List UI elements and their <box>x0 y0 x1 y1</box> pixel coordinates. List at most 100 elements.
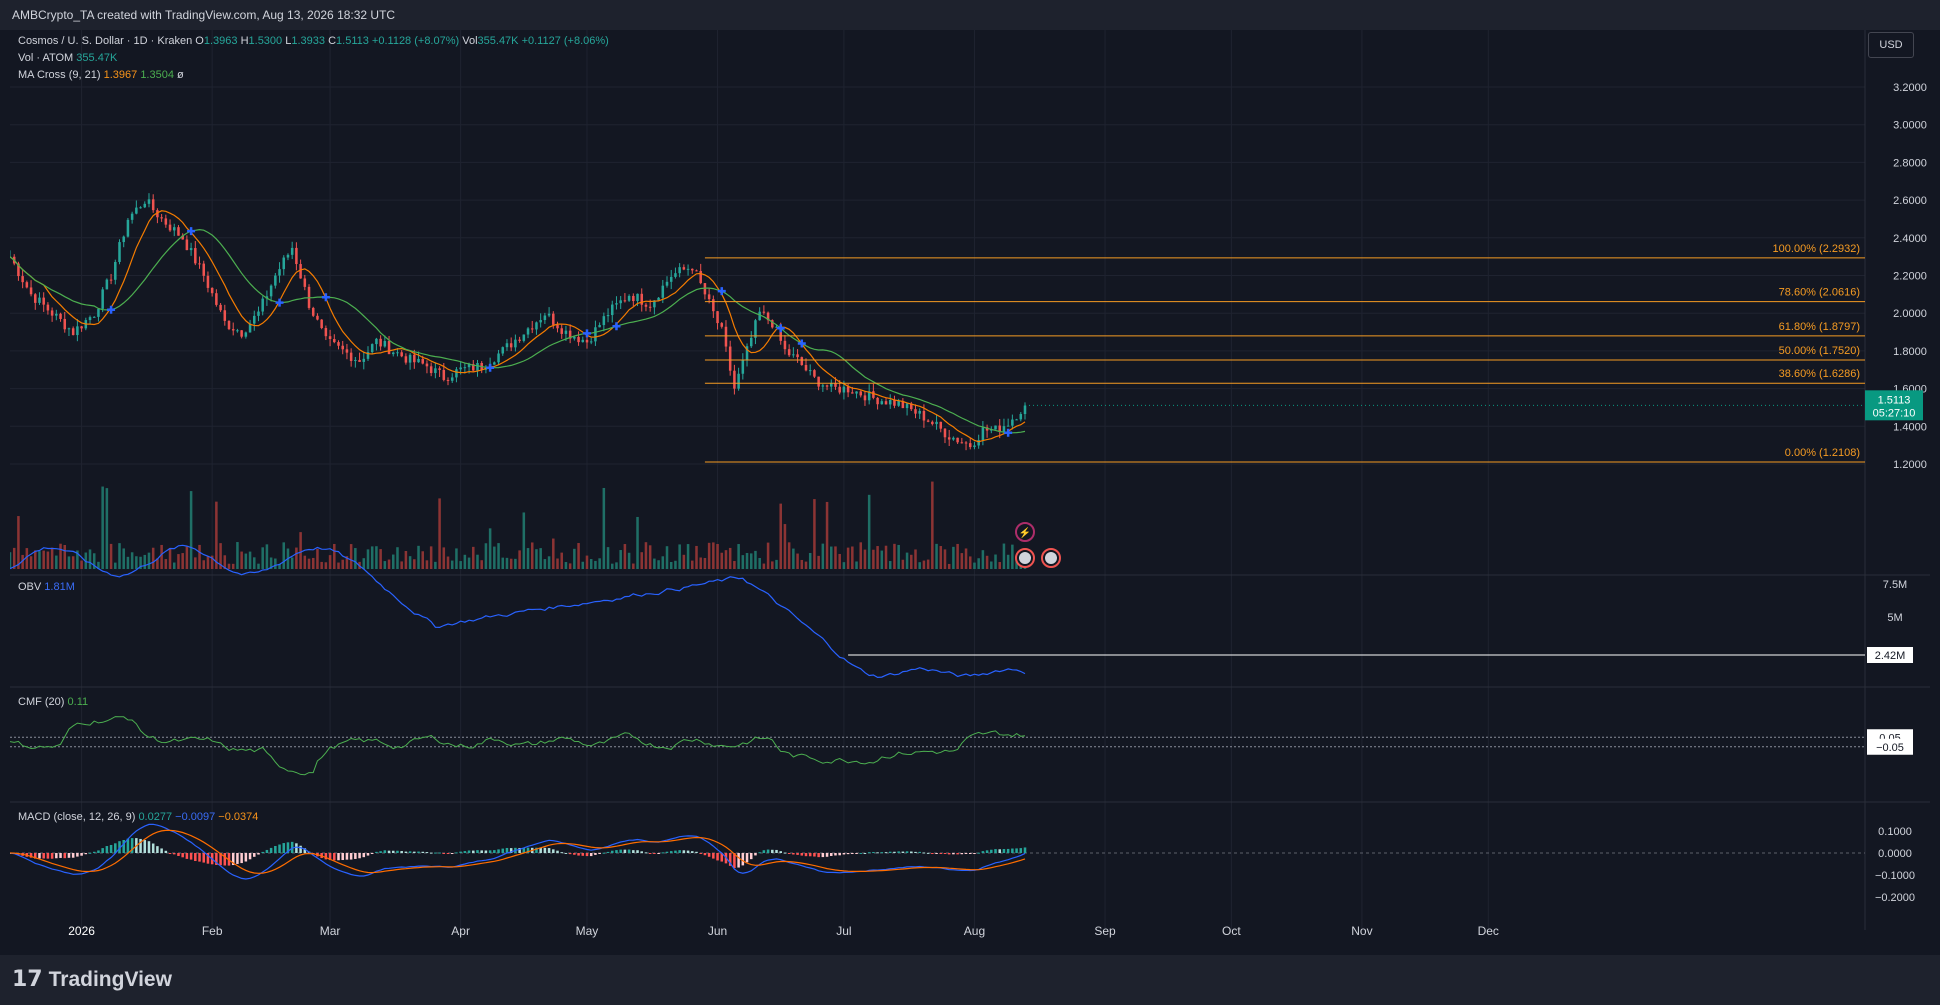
candle-body <box>766 312 770 321</box>
candle-body <box>206 275 210 288</box>
macd-histogram-bar <box>442 853 446 854</box>
volume-bar <box>257 563 260 569</box>
volume-bar <box>413 559 416 569</box>
macd-histogram-bar <box>741 853 745 866</box>
currency-button[interactable]: USD <box>1868 32 1914 58</box>
candle-body <box>151 199 155 211</box>
candle-body <box>981 427 985 441</box>
macd-histogram-bar <box>472 850 475 853</box>
macd-histogram-bar <box>661 852 665 854</box>
macd-histogram-bar <box>1019 848 1023 853</box>
volume-bar <box>888 561 892 569</box>
volume-bar <box>42 550 45 569</box>
macd-tick-0: 0.1000 <box>1878 826 1912 838</box>
macd-histogram-bar <box>156 846 159 853</box>
candle-body <box>535 322 538 330</box>
legend-close: 1.5113 <box>336 35 369 47</box>
volume-bar <box>38 551 41 569</box>
volume-bar <box>893 543 896 569</box>
candle-body <box>640 293 644 305</box>
volume-bar <box>716 543 719 569</box>
candle-body <box>34 294 37 303</box>
ma-cross-marker <box>187 227 196 236</box>
macd-histogram-bar <box>1006 848 1010 853</box>
volume-bar <box>766 542 770 569</box>
volume-bar <box>375 546 378 569</box>
volume-bar <box>488 528 492 569</box>
candle-body <box>391 352 395 355</box>
macd-histogram-bar <box>429 852 433 854</box>
candle-body <box>808 370 812 372</box>
ma-cross-marker <box>776 324 785 333</box>
volume-bar <box>194 557 197 569</box>
volume-bar <box>349 544 353 569</box>
candle-body <box>476 362 479 371</box>
macd-histogram-bar <box>396 850 399 853</box>
volume-bar <box>299 532 302 569</box>
macd-histogram-bar <box>994 849 997 853</box>
legend-ma-fast: 1.3967 <box>103 69 138 81</box>
obv-value: 1.81M <box>44 581 75 593</box>
volume-bar <box>118 543 121 569</box>
volume-bar <box>459 561 462 569</box>
macd-histogram-bar <box>139 838 142 853</box>
obv-tick-0: 7.5M <box>1883 579 1907 591</box>
macd-histogram-bar <box>981 851 985 853</box>
volume-bar <box>602 487 606 569</box>
event-flash-icon[interactable] <box>1015 522 1035 542</box>
macd-histogram-bar <box>269 847 273 853</box>
obv-marker-badge <box>1867 647 1913 663</box>
candle-body <box>160 217 163 219</box>
volume-bar <box>391 554 395 569</box>
candle-body <box>998 425 1001 433</box>
macd-signal-value: −0.0097 <box>175 811 216 823</box>
volume-bar <box>678 544 681 569</box>
macd-histogram-bar <box>838 853 841 856</box>
candle-body <box>1015 419 1018 421</box>
macd-histogram-bar <box>867 852 871 854</box>
candle-body <box>859 391 863 396</box>
volume-bar <box>703 557 707 569</box>
volume-bar <box>21 554 24 569</box>
candle-body <box>914 409 917 414</box>
macd-histogram-bar <box>261 851 264 853</box>
candle-body <box>400 352 403 357</box>
candle-body <box>17 263 20 277</box>
obv-line <box>9 544 1026 679</box>
us-flag-event-icon-inner-2 <box>1019 552 1031 564</box>
candle-body <box>1019 414 1023 420</box>
chart-area[interactable]: 100.00% (2.2932) 78.60% (2.0616) 61.80% (1… <box>8 30 1930 955</box>
macd-histogram-bar <box>76 853 79 857</box>
candle-body <box>429 366 433 374</box>
volume-bar <box>198 544 201 569</box>
macd-histogram-bar <box>375 851 378 853</box>
candle-body <box>749 337 753 347</box>
volume-bar <box>34 550 37 569</box>
candle-body <box>383 341 387 347</box>
macd-histogram-bar <box>568 853 572 855</box>
volume-bar <box>425 560 429 569</box>
volume-bar <box>63 544 67 569</box>
volume-bar <box>71 556 75 569</box>
macd-histogram-bar <box>265 849 269 853</box>
candle-body <box>269 285 273 297</box>
volume-bar <box>808 553 812 569</box>
candle-body <box>109 279 113 281</box>
time-tick-1: Feb <box>202 924 223 938</box>
macd-histogram-bar <box>560 852 563 854</box>
macd-histogram-bar <box>282 843 286 853</box>
volume-bar <box>956 543 959 569</box>
candle-body <box>236 330 239 332</box>
price-tick-1: 3.0000 <box>1893 120 1927 132</box>
tradingview-logo[interactable]: 17 TradingView <box>12 967 172 992</box>
candle-body <box>968 443 972 448</box>
volume-bar <box>139 556 142 569</box>
volume-bar <box>429 546 433 569</box>
candle-body <box>568 330 572 339</box>
candle-body <box>817 376 820 387</box>
price-chart-svg[interactable]: 100.00% (2.2932) 78.60% (2.0616) 61.80% (1… <box>8 30 1930 955</box>
candle-body <box>101 289 104 309</box>
candle-body <box>939 421 943 429</box>
cmf-label: CMF (20) <box>18 696 65 708</box>
candle-body <box>585 339 589 343</box>
